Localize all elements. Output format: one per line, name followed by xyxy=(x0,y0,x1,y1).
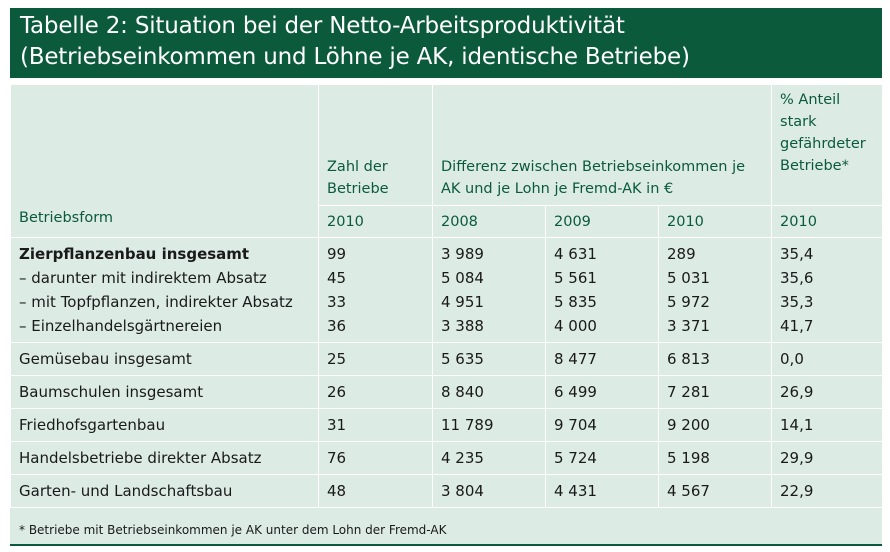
table-row: – Einzelhandelsgärtnereien 36 3 388 4 00… xyxy=(10,314,884,343)
cell-2008: 3 804 xyxy=(432,474,546,508)
data-table-container: Betriebsform Zahl der Betriebe Differenz… xyxy=(10,84,884,546)
cell-2010: 5 031 xyxy=(657,266,773,290)
table-title-line-1: Tabelle 2: Situation bei der Netto-Arbei… xyxy=(20,13,625,39)
table-row: – mit Topfpflanzen, indirekter Absatz 33… xyxy=(10,290,884,314)
header-year-zahl: 2010 xyxy=(318,205,433,238)
row-label: – darunter mit indirektem Absatz xyxy=(10,266,319,290)
cell-2010: 6 813 xyxy=(657,342,773,376)
cell-zahl: 36 xyxy=(318,314,433,343)
cell-2008: 8 840 xyxy=(432,375,546,409)
cell-2008: 3 989 xyxy=(432,237,546,266)
table-row: Gemüsebau insgesamt 25 5 635 8 477 6 813… xyxy=(10,342,884,376)
cell-anteil: 0,0 xyxy=(771,342,884,376)
cell-zahl: 33 xyxy=(318,290,433,314)
cell-anteil: 35,6 xyxy=(771,266,884,290)
cell-anteil: 29,9 xyxy=(771,441,884,475)
data-table: Betriebsform Zahl der Betriebe Differenz… xyxy=(10,84,884,508)
row-label: Friedhofsgartenbau xyxy=(10,408,319,442)
header-differenz: Differenz zwischen Betriebseinkom­men je… xyxy=(431,84,773,206)
table-row: Garten- und Landschaftsbau 48 3 804 4 43… xyxy=(10,474,884,508)
table-row: Baumschulen insgesamt 26 8 840 6 499 7 2… xyxy=(10,375,884,409)
cell-zahl: 48 xyxy=(318,474,433,508)
cell-2008: 5 635 xyxy=(432,342,546,376)
cell-2008: 5 084 xyxy=(432,266,546,290)
cell-2009: 5 561 xyxy=(545,266,659,290)
cell-2009: 9 704 xyxy=(545,408,659,442)
header-year-2010: 2010 xyxy=(657,205,773,238)
cell-2009: 5 835 xyxy=(545,290,659,314)
cell-2009: 4 000 xyxy=(545,314,659,343)
cell-2010: 7 281 xyxy=(657,375,773,409)
cell-anteil: 26,9 xyxy=(771,375,884,409)
table-row: – darunter mit indirektem Absatz 45 5 08… xyxy=(10,266,884,290)
header-year-2009: 2009 xyxy=(545,205,659,238)
cell-zahl: 45 xyxy=(318,266,433,290)
cell-2010: 3 371 xyxy=(657,314,773,343)
table-row: Zierpflanzenbau insgesamt 99 3 989 4 631… xyxy=(10,237,884,266)
cell-2009: 5 724 xyxy=(545,441,659,475)
row-label: – mit Topfpflanzen, indirekter Absatz xyxy=(10,290,319,314)
cell-2010: 4 567 xyxy=(657,474,773,508)
cell-2009: 6 499 xyxy=(545,375,659,409)
cell-anteil: 41,7 xyxy=(771,314,884,343)
cell-zahl: 26 xyxy=(318,375,433,409)
cell-zahl: 31 xyxy=(318,408,433,442)
header-betriebsform: Betriebsform xyxy=(10,84,319,238)
cell-2008: 4 951 xyxy=(432,290,546,314)
table-title-line-2: (Betriebseinkommen und Löhne je AK, iden… xyxy=(20,44,690,70)
header-row: Betriebsform Zahl der Betriebe Differenz… xyxy=(10,84,884,238)
cell-zahl: 25 xyxy=(318,342,433,376)
row-label: Handelsbetriebe direkter Absatz xyxy=(10,441,319,475)
cell-zahl: 76 xyxy=(318,441,433,475)
row-label: – Einzelhandelsgärtnereien xyxy=(10,314,319,343)
table-title: Tabelle 2: Situation bei der Netto-Arbei… xyxy=(10,8,882,78)
cell-anteil: 35,4 xyxy=(771,237,884,266)
table-row: Handelsbetriebe direkter Absatz 76 4 235… xyxy=(10,441,884,475)
table-row: Friedhofsgartenbau 31 11 789 9 704 9 200… xyxy=(10,408,884,442)
header-year-2008: 2008 xyxy=(432,205,546,238)
header-zahl-der-betriebe: Zahl der Betriebe xyxy=(318,84,433,206)
cell-2009: 4 431 xyxy=(545,474,659,508)
row-label: Zierpflanzenbau insgesamt xyxy=(10,237,319,266)
cell-anteil: 14,1 xyxy=(771,408,884,442)
cell-2008: 11 789 xyxy=(432,408,546,442)
header-year-row: 2010 2008 2009 2010 2010 xyxy=(11,205,884,238)
cell-2008: 4 235 xyxy=(432,441,546,475)
cell-anteil: 22,9 xyxy=(771,474,884,508)
cell-2010: 289 xyxy=(657,237,773,266)
cell-2010: 9 200 xyxy=(657,408,773,442)
row-label: Baumschulen insgesamt xyxy=(10,375,319,409)
table-footnote: * Betriebe mit Betriebseinkommen je AK u… xyxy=(19,523,447,537)
cell-anteil: 35,3 xyxy=(771,290,884,314)
cell-2009: 8 477 xyxy=(545,342,659,376)
cell-2008: 3 388 xyxy=(432,314,546,343)
row-label: Gemüsebau insgesamt xyxy=(10,342,319,376)
cell-2009: 4 631 xyxy=(545,237,659,266)
cell-zahl: 99 xyxy=(318,237,433,266)
header-anteil: % Anteil stark gefährde­ter Betriebe* xyxy=(771,84,884,206)
cell-2010: 5 972 xyxy=(657,290,773,314)
header-year-anteil: 2010 xyxy=(771,205,884,238)
row-label: Garten- und Landschaftsbau xyxy=(10,474,319,508)
cell-2010: 5 198 xyxy=(657,441,773,475)
